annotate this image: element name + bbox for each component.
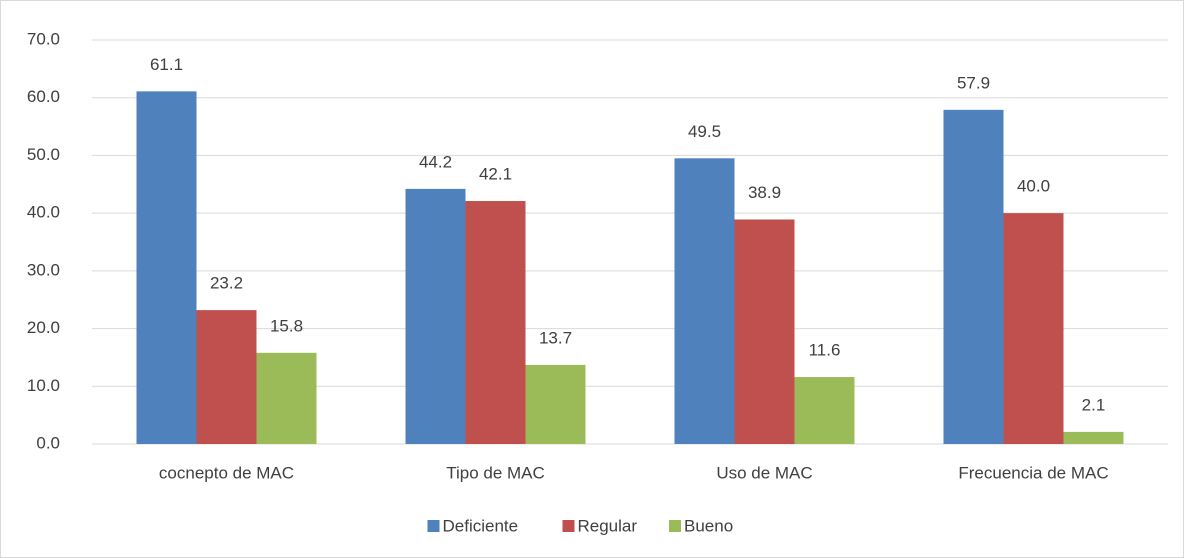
legend-label: Regular bbox=[578, 516, 638, 535]
data-label: 2.1 bbox=[1082, 395, 1106, 414]
data-label: 42.1 bbox=[479, 165, 512, 184]
bar bbox=[1063, 431, 1124, 444]
y-tick-label: 0.0 bbox=[36, 433, 60, 452]
bar bbox=[674, 158, 735, 445]
bar bbox=[525, 364, 586, 444]
data-label: 38.9 bbox=[748, 183, 781, 202]
legend-label: Deficiente bbox=[443, 516, 519, 535]
data-label: 57.9 bbox=[957, 73, 990, 92]
x-tick-label: Frecuencia de MAC bbox=[958, 463, 1108, 482]
legend-swatch bbox=[669, 520, 681, 532]
legend-swatch bbox=[562, 520, 575, 532]
y-tick-label: 30.0 bbox=[27, 260, 60, 279]
y-tick-label: 70.0 bbox=[27, 29, 60, 48]
data-label: 44.2 bbox=[419, 152, 452, 171]
bar bbox=[196, 310, 257, 444]
bar bbox=[794, 377, 855, 444]
data-label: 23.2 bbox=[210, 274, 243, 293]
bar bbox=[256, 352, 317, 444]
bar bbox=[1003, 213, 1064, 444]
legend-label: Bueno bbox=[684, 516, 733, 535]
y-tick-label: 60.0 bbox=[27, 87, 60, 106]
bar bbox=[465, 201, 526, 444]
y-tick-label: 40.0 bbox=[27, 203, 60, 222]
y-tick-label: 50.0 bbox=[27, 145, 60, 164]
legend-swatch bbox=[427, 520, 440, 532]
bar bbox=[734, 219, 795, 444]
bar bbox=[943, 109, 1004, 444]
data-label: 49.5 bbox=[688, 122, 721, 141]
y-tick-label: 10.0 bbox=[27, 376, 60, 395]
x-tick-label: cocnepto de MAC bbox=[159, 463, 294, 482]
x-tick-label: Tipo de MAC bbox=[446, 463, 545, 482]
data-label: 61.1 bbox=[150, 55, 183, 74]
bar bbox=[405, 188, 466, 444]
bar bbox=[136, 91, 197, 444]
data-label: 13.7 bbox=[539, 328, 572, 347]
y-tick-label: 20.0 bbox=[27, 318, 60, 337]
x-tick-label: Uso de MAC bbox=[716, 463, 812, 482]
data-label: 15.8 bbox=[270, 316, 303, 335]
data-label: 40.0 bbox=[1017, 177, 1050, 196]
data-label: 11.6 bbox=[809, 341, 841, 360]
